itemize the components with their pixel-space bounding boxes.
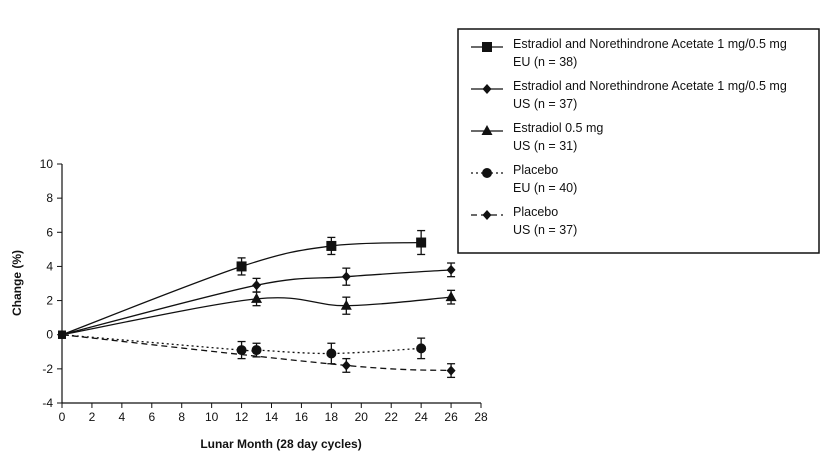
legend-box [457,28,820,254]
y-tick-label: 0 [46,328,53,342]
legend-marker [482,168,492,178]
series-line [61,269,452,336]
legend-sublabel: US (n = 37) [513,97,577,111]
y-axis-title: Change (%) [10,250,24,316]
series-line [61,241,422,336]
data-point [236,261,247,272]
y-tick-group: -4 -2 0 2 4 6 8 10 [40,157,62,410]
series-line [61,296,452,336]
data-point [251,292,263,303]
x-tick-label: 28 [474,410,488,424]
x-tick-label: 8 [178,410,185,424]
x-tick-label: 0 [59,410,66,424]
x-tick-label: 4 [119,410,126,424]
x-tick-label: 24 [414,410,428,424]
x-tick-label: 16 [295,410,309,424]
data-point [251,345,262,356]
data-point [326,240,337,251]
y-tick-label: 10 [40,157,54,171]
legend-entry-1: Estradiol and Norethindrone Acetate 1 mg… [471,37,787,69]
series-line [61,334,452,372]
x-tick-label: 26 [444,410,458,424]
series-4 [58,330,427,365]
legend-sublabel: US (n = 37) [513,223,577,237]
series-3 [58,289,457,339]
legend-marker [482,210,492,220]
x-axis-title: Lunar Month (28 day cycles) [200,437,361,451]
plot-area [58,229,457,379]
data-point [446,365,456,376]
legend-label: Placebo [513,163,558,177]
legend-sublabel: EU (n = 40) [513,181,577,195]
legend-entry-3: Estradiol 0.5 mg US (n = 31) [471,121,603,153]
x-tick-label: 12 [235,410,249,424]
legend-label: Estradiol 0.5 mg [513,121,603,135]
data-point [340,299,352,310]
legend-marker [482,84,492,94]
legend-entry-2: Estradiol and Norethindrone Acetate 1 mg… [471,79,787,111]
data-point [416,237,427,248]
legend-label: Placebo [513,205,558,219]
data-point [445,291,457,302]
y-tick-label: 4 [46,259,53,273]
y-tick-label: 6 [46,225,53,239]
series-1 [58,229,427,339]
legend-entry-4: Placebo EU (n = 40) [471,163,577,195]
legend-marker [482,42,492,52]
legend-label: Estradiol and Norethindrone Acetate 1 mg… [513,37,787,51]
data-point [252,280,262,291]
legend-label: Estradiol and Norethindrone Acetate 1 mg… [513,79,787,93]
y-tick-label: 8 [46,191,53,205]
data-point [341,271,351,282]
data-point [326,348,337,359]
x-tick-label: 20 [355,410,369,424]
legend-entry-5: Placebo US (n = 37) [471,205,577,237]
x-tick-label: 18 [325,410,339,424]
x-tick-label: 14 [265,410,279,424]
x-tick-label: 10 [205,410,219,424]
data-point [446,264,456,275]
x-tick-label: 2 [89,410,96,424]
x-tick-label: 22 [385,410,399,424]
legend-sublabel: EU (n = 38) [513,55,577,69]
data-point [236,345,247,356]
data-point [341,360,351,371]
data-point [416,343,427,354]
legend: Estradiol and Norethindrone Acetate 1 mg… [457,28,820,254]
y-tick-label: 2 [46,294,53,308]
x-tick-group: 0 2 4 6 8 10 12 14 16 18 20 22 24 26 28 [59,403,488,424]
legend-marker [481,125,493,135]
legend-sublabel: US (n = 31) [513,139,577,153]
y-tick-label: -2 [42,362,53,376]
y-tick-label: -4 [42,396,53,410]
series-5 [58,330,456,379]
x-tick-label: 6 [148,410,155,424]
